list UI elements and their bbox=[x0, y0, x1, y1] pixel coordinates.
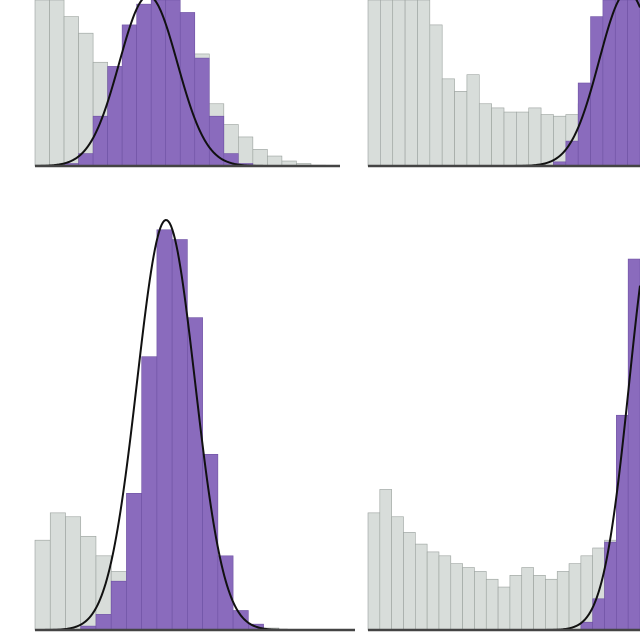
highlight-bar bbox=[136, 3, 152, 167]
background-bar bbox=[252, 149, 268, 167]
highlight-bar bbox=[95, 614, 112, 631]
background-bar bbox=[521, 567, 534, 631]
background-bar bbox=[49, 0, 65, 167]
highlight-bar bbox=[202, 453, 219, 631]
background-bar bbox=[454, 91, 468, 167]
highlight-bar bbox=[150, 0, 167, 167]
background-bar bbox=[391, 516, 404, 631]
background-bar bbox=[509, 575, 523, 631]
background-bar bbox=[474, 571, 487, 631]
background-bar bbox=[63, 16, 79, 167]
highlight-bar bbox=[187, 317, 203, 631]
background-bar bbox=[450, 563, 463, 631]
background-bar bbox=[78, 32, 94, 167]
background-bar bbox=[429, 24, 443, 167]
background-bar bbox=[417, 0, 431, 167]
histogram-panel-bottom-right bbox=[367, 258, 640, 632]
background-bar bbox=[545, 578, 558, 631]
highlight-bar bbox=[614, 0, 628, 167]
highlight-bar bbox=[217, 555, 234, 631]
background-bar bbox=[379, 489, 392, 631]
background-bar bbox=[485, 578, 499, 631]
background-bar bbox=[414, 543, 428, 631]
highlight-bar bbox=[126, 493, 142, 631]
background-bar bbox=[392, 0, 406, 167]
background-bar bbox=[497, 586, 511, 631]
background-bar bbox=[403, 532, 416, 631]
background-bar bbox=[426, 551, 440, 631]
histogram-panel-bottom-left bbox=[34, 219, 355, 632]
background-bar bbox=[267, 155, 283, 167]
highlight-bar bbox=[627, 0, 640, 167]
background-bar bbox=[367, 512, 381, 631]
highlight-bar bbox=[165, 0, 181, 167]
background-bar bbox=[568, 563, 582, 631]
background-bar bbox=[438, 555, 452, 631]
background-bar bbox=[34, 539, 51, 631]
background-bar bbox=[528, 107, 542, 167]
highlight-bar bbox=[156, 229, 173, 631]
highlight-bar bbox=[604, 541, 617, 631]
highlight-bar bbox=[590, 16, 604, 167]
background-bar bbox=[49, 512, 66, 631]
background-bar bbox=[540, 114, 554, 167]
background-bar bbox=[478, 103, 492, 167]
background-bar bbox=[380, 0, 394, 167]
background-bar bbox=[238, 136, 254, 167]
background-bar bbox=[441, 78, 455, 167]
background-bar bbox=[65, 516, 82, 631]
highlight-bar bbox=[565, 140, 579, 167]
histogram-panel-top-left bbox=[34, 0, 340, 168]
highlight-bar bbox=[627, 258, 640, 631]
highlight-bar bbox=[179, 12, 196, 167]
highlight-bar bbox=[141, 356, 158, 631]
background-bar bbox=[462, 567, 475, 631]
background-bar bbox=[491, 107, 505, 167]
highlight-bar bbox=[110, 580, 127, 631]
background-bar bbox=[556, 571, 570, 631]
background-bar bbox=[367, 0, 381, 167]
background-bar bbox=[466, 74, 480, 167]
background-bar bbox=[34, 0, 50, 167]
background-bar bbox=[404, 0, 418, 167]
background-bar bbox=[503, 111, 517, 167]
histogram-panel-top-right bbox=[367, 0, 640, 168]
background-bar bbox=[516, 111, 530, 167]
background-bar bbox=[80, 535, 97, 631]
highlight-bar bbox=[194, 57, 210, 167]
background-bar bbox=[533, 575, 546, 631]
